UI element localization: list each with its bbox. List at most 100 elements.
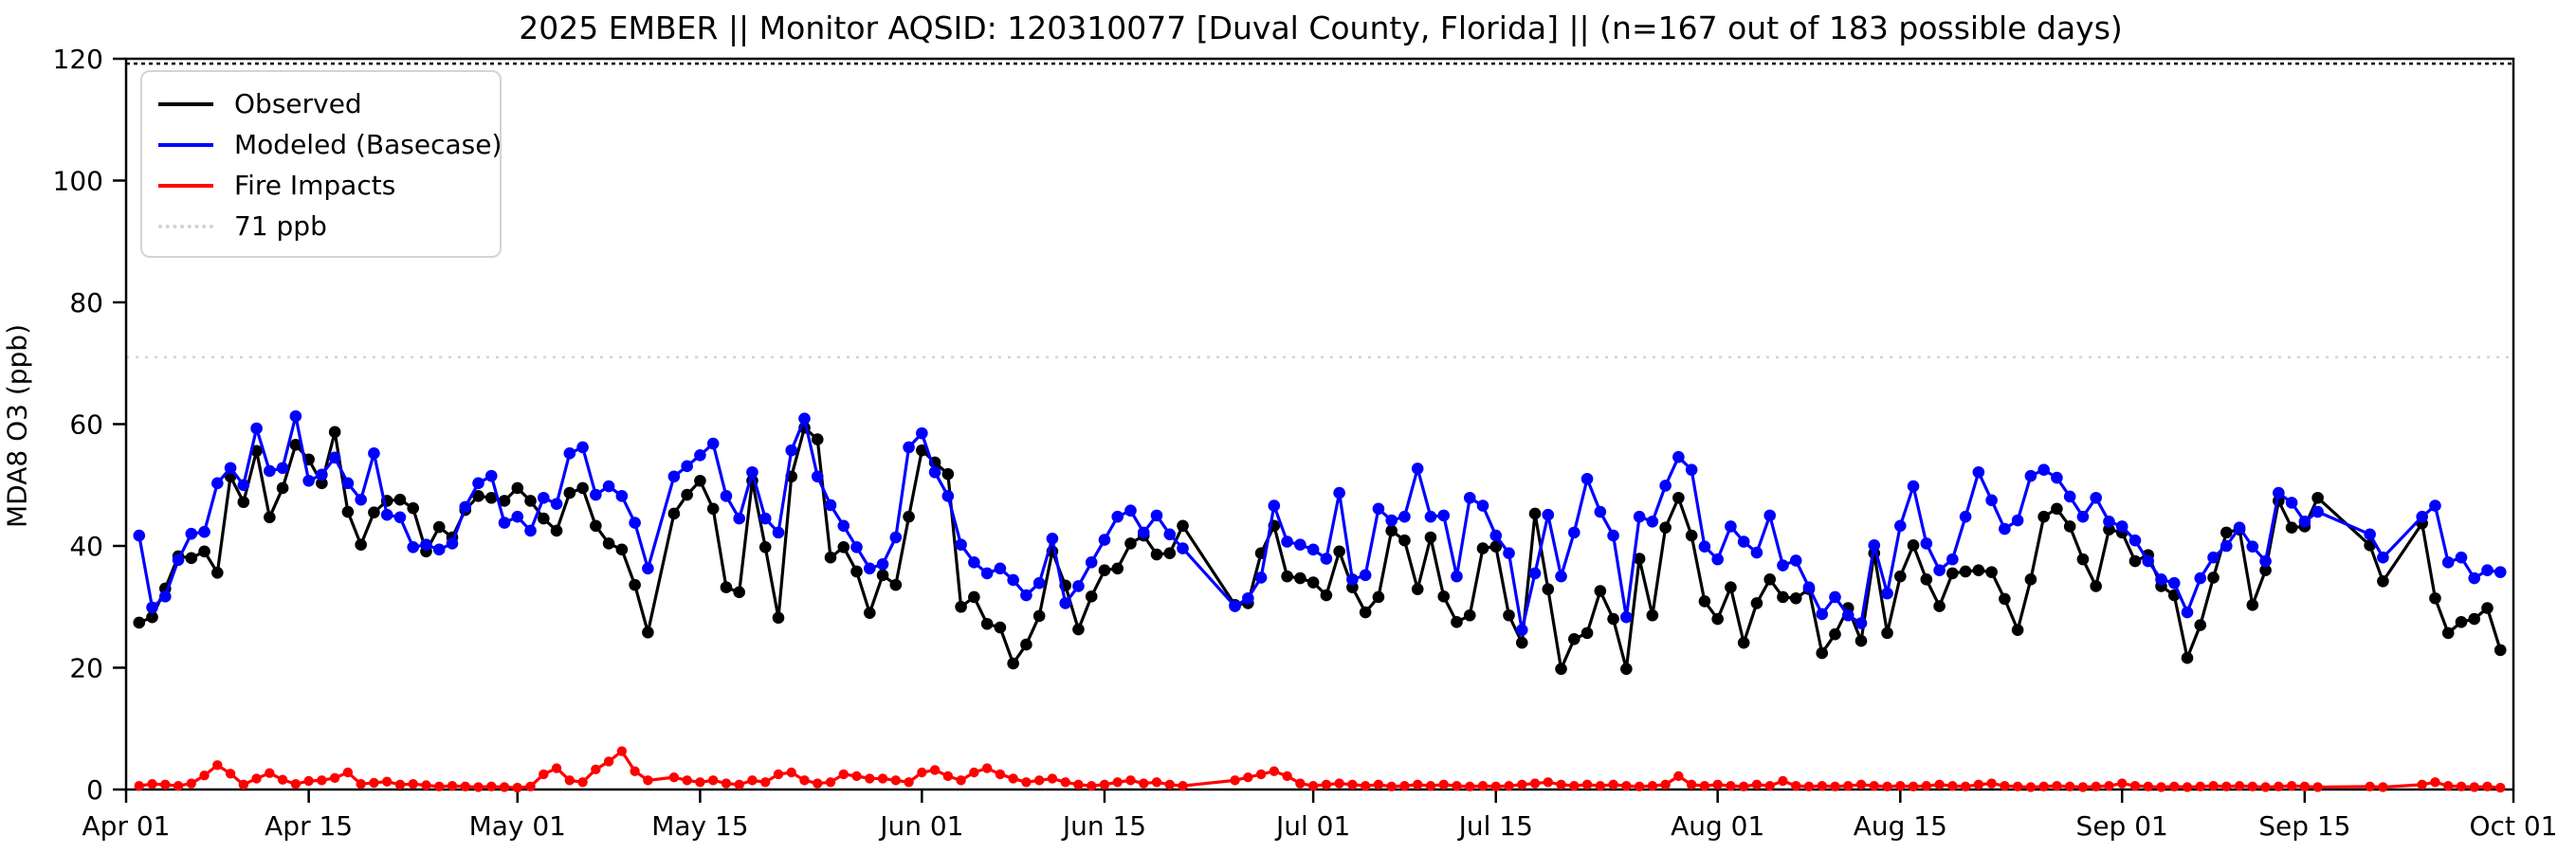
series-point-observed bbox=[1489, 540, 1503, 553]
series-point-modeled-basecase- bbox=[941, 490, 955, 502]
series-point-fire-impacts bbox=[290, 779, 301, 789]
series-point-observed bbox=[1646, 608, 1659, 622]
series-point-modeled-basecase- bbox=[706, 437, 720, 450]
series-point-modeled-basecase- bbox=[198, 525, 210, 538]
series-point-observed bbox=[1542, 583, 1555, 595]
series-point-modeled-basecase- bbox=[1777, 559, 1789, 572]
series-point-modeled-basecase- bbox=[642, 562, 654, 575]
series-point-fire-impacts bbox=[199, 771, 210, 781]
series-point-fire-impacts bbox=[2378, 782, 2388, 792]
series-point-observed bbox=[1633, 553, 1646, 565]
series-point-observed bbox=[720, 581, 733, 593]
series-point-modeled-basecase- bbox=[1620, 610, 1633, 624]
series-point-modeled-basecase- bbox=[1607, 529, 1619, 542]
series-point-observed bbox=[2181, 651, 2194, 664]
series-point-modeled-basecase- bbox=[1854, 617, 1868, 629]
series-point-fire-impacts bbox=[851, 771, 862, 782]
series-point-observed bbox=[2259, 564, 2272, 576]
series-point-observed bbox=[472, 490, 484, 502]
series-point-observed bbox=[237, 496, 250, 509]
series-point-modeled-basecase- bbox=[1816, 608, 1829, 621]
series-point-observed bbox=[1894, 570, 1907, 583]
series-point-observed bbox=[1098, 564, 1111, 576]
series-point-modeled-basecase- bbox=[172, 554, 185, 567]
series-point-fire-impacts bbox=[1699, 780, 1710, 791]
series-point-modeled-basecase- bbox=[1802, 581, 1816, 593]
series-point-modeled-basecase- bbox=[590, 488, 602, 501]
series-point-observed bbox=[2311, 491, 2324, 504]
series-point-fire-impacts bbox=[1817, 780, 1827, 791]
observed-line-sample-icon bbox=[158, 101, 213, 106]
series-point-observed bbox=[2494, 644, 2507, 657]
series-point-fire-impacts bbox=[342, 767, 354, 778]
series-point-modeled-basecase- bbox=[2207, 551, 2220, 564]
series-point-observed bbox=[955, 600, 967, 613]
series-point-fire-impacts bbox=[721, 778, 732, 789]
series-point-observed bbox=[211, 566, 224, 579]
series-point-modeled-basecase- bbox=[1515, 624, 1528, 636]
series-point-fire-impacts bbox=[1581, 779, 1593, 790]
series-point-modeled-basecase- bbox=[2142, 554, 2155, 568]
series-point-observed bbox=[1933, 600, 1946, 612]
series-point-modeled-basecase- bbox=[2285, 497, 2298, 509]
series-point-fire-impacts bbox=[2443, 780, 2454, 791]
series-point-modeled-basecase- bbox=[980, 567, 994, 580]
series-point-observed bbox=[1999, 592, 2011, 606]
series-point-modeled-basecase- bbox=[2167, 576, 2181, 590]
series-point-observed bbox=[1959, 565, 1972, 578]
series-point-observed bbox=[1711, 612, 1724, 626]
series-point-fire-impacts bbox=[499, 782, 510, 792]
series-point-fire-impacts bbox=[630, 766, 640, 776]
series-point-modeled-basecase- bbox=[472, 477, 484, 490]
series-point-modeled-basecase- bbox=[1254, 572, 1268, 584]
series-point-modeled-basecase- bbox=[2011, 514, 2024, 527]
series-point-modeled-basecase- bbox=[667, 470, 681, 483]
series-point-fire-impacts bbox=[1230, 775, 1240, 786]
series-point-fire-impacts bbox=[2052, 780, 2062, 791]
series-point-modeled-basecase- bbox=[224, 462, 237, 475]
series-point-observed bbox=[2220, 526, 2233, 539]
series-point-observed bbox=[2429, 591, 2441, 605]
series-point-observed bbox=[498, 495, 511, 507]
series-point-modeled-basecase- bbox=[1281, 535, 1293, 548]
series-point-fire-impacts bbox=[2299, 781, 2311, 791]
series-point-observed bbox=[146, 610, 158, 624]
series-point-fire-impacts bbox=[813, 778, 823, 789]
series-point-modeled-basecase- bbox=[264, 464, 276, 478]
series-point-fire-impacts bbox=[1960, 781, 1971, 791]
series-point-observed bbox=[2468, 612, 2481, 626]
series-point-modeled-basecase- bbox=[1868, 539, 1881, 552]
series-point-modeled-basecase- bbox=[276, 462, 289, 475]
series-point-modeled-basecase- bbox=[2416, 510, 2428, 523]
series-point-fire-impacts bbox=[799, 775, 810, 786]
series-point-modeled-basecase- bbox=[538, 491, 550, 504]
series-point-observed bbox=[2051, 502, 2063, 516]
chart-title: 2025 EMBER || Monitor AQSID: 120310077 [… bbox=[519, 9, 2123, 46]
series-point-observed bbox=[576, 481, 589, 495]
series-point-modeled-basecase- bbox=[237, 479, 250, 492]
series-point-fire-impacts bbox=[1307, 780, 1319, 791]
series-point-observed bbox=[2128, 554, 2142, 568]
series-point-fire-impacts bbox=[525, 781, 536, 791]
series-point-fire-impacts bbox=[1843, 780, 1854, 791]
series-point-modeled-basecase- bbox=[211, 477, 224, 490]
series-point-fire-impacts bbox=[1621, 780, 1632, 791]
series-point-modeled-basecase- bbox=[250, 422, 263, 435]
series-point-modeled-basecase- bbox=[694, 448, 706, 462]
series-point-observed bbox=[1528, 507, 1542, 520]
series-point-fire-impacts bbox=[147, 779, 157, 789]
series-point-fire-impacts bbox=[329, 772, 340, 783]
series-point-modeled-basecase- bbox=[785, 444, 798, 457]
series-point-observed bbox=[916, 444, 928, 457]
series-point-modeled-basecase- bbox=[446, 537, 459, 550]
series-point-fire-impacts bbox=[1647, 780, 1658, 791]
series-point-observed bbox=[1659, 521, 1672, 535]
series-point-modeled-basecase- bbox=[1007, 573, 1019, 587]
series-point-fire-impacts bbox=[1660, 779, 1671, 790]
series-point-modeled-basecase- bbox=[1150, 509, 1163, 522]
series-point-fire-impacts bbox=[1529, 778, 1541, 789]
series-point-observed bbox=[1150, 548, 1163, 561]
series-point-modeled-basecase- bbox=[1659, 480, 1672, 492]
series-point-observed bbox=[1385, 524, 1398, 537]
